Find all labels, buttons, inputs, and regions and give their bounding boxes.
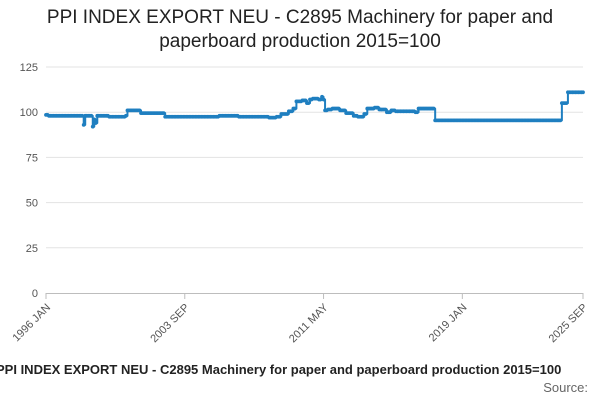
data-point	[124, 113, 128, 118]
data-point	[321, 97, 326, 102]
data-point	[92, 117, 97, 122]
data-point	[292, 106, 297, 111]
y-tick-label: 100	[20, 107, 38, 119]
legend-series-label: PPI INDEX EXPORT NEU - C2895 Machinery f…	[0, 362, 562, 377]
data-point	[93, 121, 98, 125]
y-tick-label: 125	[20, 62, 38, 74]
data-point	[90, 124, 95, 129]
data-point	[89, 113, 94, 118]
x-tick-label: 2025 SEP	[547, 302, 591, 346]
chart-title: PPI INDEX EXPORT NEU - C2895 Machinery f…	[0, 6, 600, 54]
x-tick-label: 2011 MAY	[287, 301, 331, 345]
data-point	[415, 110, 419, 115]
data-point	[431, 106, 436, 111]
data-point	[558, 118, 563, 123]
series-markers	[44, 90, 585, 129]
data-point	[81, 122, 86, 127]
x-tick-label: 1996 JAN	[10, 302, 53, 345]
data-point	[306, 101, 311, 106]
y-tick-label: 0	[32, 288, 38, 300]
data-point	[581, 90, 585, 95]
data-point	[161, 111, 166, 115]
x-tick-label: 2003 SEP	[148, 302, 192, 346]
y-tick-label: 50	[26, 198, 38, 210]
chart-legend: PPI INDEX EXPORT NEU - C2895 Machinery f…	[0, 362, 600, 382]
data-point	[363, 112, 368, 116]
y-tick-label: 75	[26, 152, 38, 164]
x-tick-label: 2019 JAN	[427, 302, 470, 345]
y-tick-label: 25	[26, 243, 38, 255]
chart-title-line-1: PPI INDEX EXPORT NEU - C2895 Machinery f…	[46, 7, 554, 28]
data-point	[564, 101, 569, 106]
data-point	[80, 113, 85, 118]
source-label: Source:	[543, 380, 588, 395]
chart-title-line-2: paperboard production 2015=100	[159, 31, 441, 52]
